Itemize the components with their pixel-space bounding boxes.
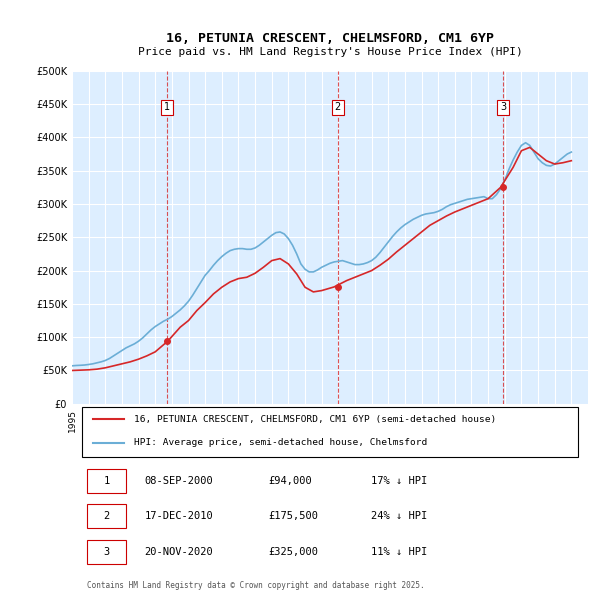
Text: £325,000: £325,000 bbox=[268, 547, 318, 557]
Text: 16, PETUNIA CRESCENT, CHELMSFORD, CM1 6YP (semi-detached house): 16, PETUNIA CRESCENT, CHELMSFORD, CM1 6Y… bbox=[134, 415, 496, 424]
Text: 20-NOV-2020: 20-NOV-2020 bbox=[144, 547, 213, 557]
Text: £175,500: £175,500 bbox=[268, 512, 318, 522]
Text: HPI: Average price, semi-detached house, Chelmsford: HPI: Average price, semi-detached house,… bbox=[134, 438, 427, 447]
Text: 2: 2 bbox=[103, 512, 110, 522]
Text: 3: 3 bbox=[500, 103, 506, 113]
FancyBboxPatch shape bbox=[88, 540, 126, 564]
Text: 17% ↓ HPI: 17% ↓ HPI bbox=[371, 476, 428, 486]
Text: 1: 1 bbox=[164, 103, 170, 113]
Text: 11% ↓ HPI: 11% ↓ HPI bbox=[371, 547, 428, 557]
Text: 16, PETUNIA CRESCENT, CHELMSFORD, CM1 6YP: 16, PETUNIA CRESCENT, CHELMSFORD, CM1 6Y… bbox=[166, 32, 494, 45]
Text: 08-SEP-2000: 08-SEP-2000 bbox=[144, 476, 213, 486]
Text: 3: 3 bbox=[103, 547, 110, 557]
Text: 24% ↓ HPI: 24% ↓ HPI bbox=[371, 512, 428, 522]
Text: 1: 1 bbox=[103, 476, 110, 486]
FancyBboxPatch shape bbox=[88, 469, 126, 493]
Text: Price paid vs. HM Land Registry's House Price Index (HPI): Price paid vs. HM Land Registry's House … bbox=[137, 47, 523, 57]
FancyBboxPatch shape bbox=[88, 504, 126, 528]
Text: 2: 2 bbox=[335, 103, 341, 113]
Text: £94,000: £94,000 bbox=[268, 476, 312, 486]
Text: Contains HM Land Registry data © Crown copyright and database right 2025.
This d: Contains HM Land Registry data © Crown c… bbox=[88, 581, 425, 590]
FancyBboxPatch shape bbox=[82, 407, 578, 457]
Text: 17-DEC-2010: 17-DEC-2010 bbox=[144, 512, 213, 522]
